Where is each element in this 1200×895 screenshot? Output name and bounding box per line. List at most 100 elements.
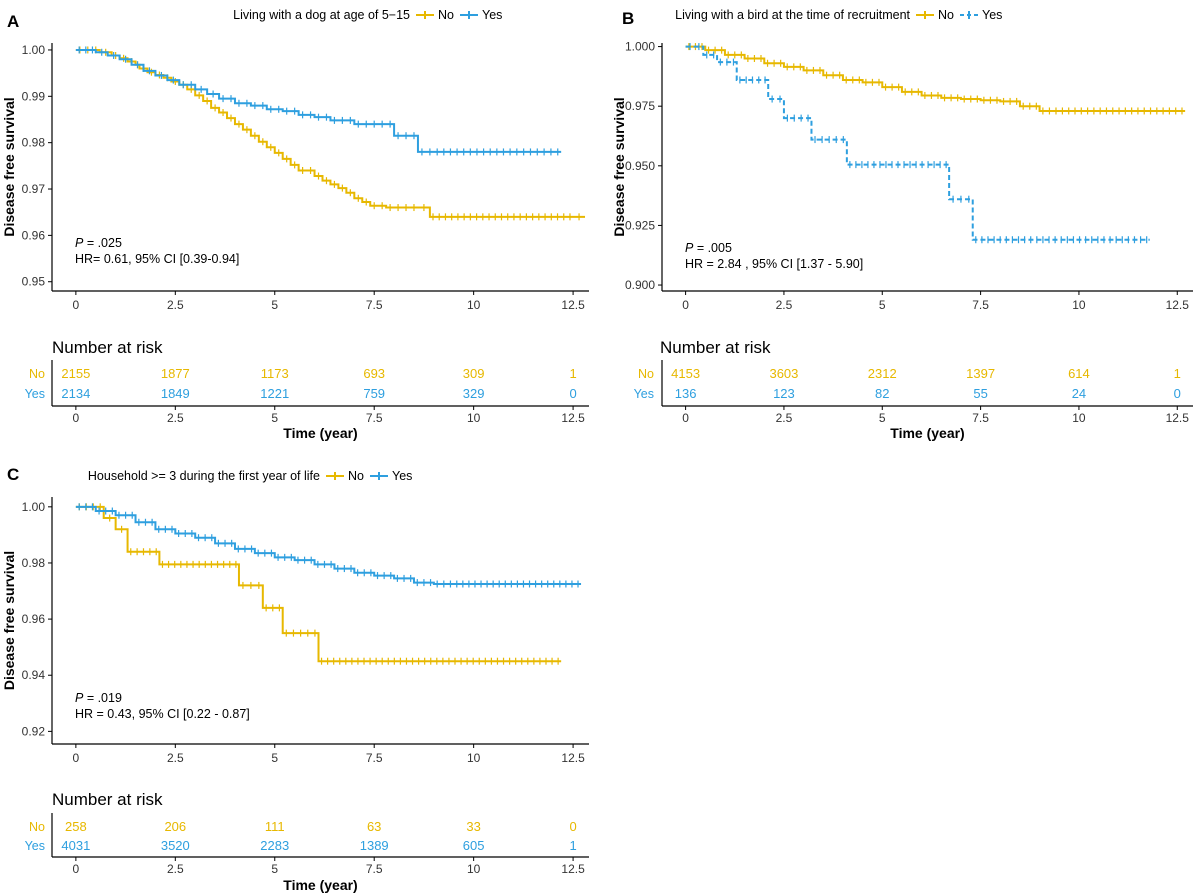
- risk-row-name: No: [638, 367, 654, 381]
- risk-table: Number at risk No 4153 3603 2312 1397 614 1 Yes 1…: [634, 338, 1193, 441]
- censor-marks-no: [78, 503, 559, 665]
- p-value-text: P = .005: [685, 241, 732, 255]
- risk-count: 0: [1174, 386, 1181, 401]
- risk-x-tick-label: 2.5: [167, 411, 184, 425]
- risk-x-tick-label: 12.5: [561, 411, 585, 425]
- risk-x-tick-label: 10: [467, 411, 481, 425]
- hazard-ratio-text: HR = 2.84 , 95% CI [1.37 - 5.90]: [685, 257, 863, 271]
- risk-x-tick-label: 7.5: [366, 862, 383, 876]
- legend: Living with a bird at the time of recrui…: [675, 8, 1002, 22]
- x-tick-label: 5: [271, 751, 278, 765]
- panel-c: C Household >= 3 during the first year of…: [1, 465, 589, 893]
- risk-table: Number at risk No 258 206 111 63 33 0 Yes 4031 352…: [25, 790, 589, 893]
- risk-table-title: Number at risk: [52, 790, 163, 809]
- y-tick-label: 0.950: [625, 159, 655, 173]
- x-tick-label: 2.5: [776, 298, 793, 312]
- risk-count: 24: [1072, 386, 1086, 401]
- p-label: P: [75, 691, 84, 705]
- risk-count: 693: [363, 366, 385, 381]
- risk-count: 2312: [868, 366, 897, 381]
- y-tick-label: 0.900: [625, 278, 655, 292]
- legend-item-label: Yes: [982, 8, 1002, 22]
- legend-item-label: Yes: [482, 8, 502, 22]
- risk-table-title: Number at risk: [52, 338, 163, 357]
- y-tick-label: 0.98: [22, 556, 46, 570]
- y-tick-label: 1.000: [625, 40, 655, 54]
- legend-item-label: No: [438, 8, 454, 22]
- risk-x-tick-label: 2.5: [776, 411, 793, 425]
- x-tick-label: 12.5: [561, 298, 585, 312]
- y-tick-label: 0.99: [22, 89, 46, 103]
- y-tick-label: 0.96: [22, 612, 46, 626]
- legend: Living with a dog at age of 5−15 No Yes: [233, 8, 502, 22]
- risk-x-tick-label: 5: [271, 411, 278, 425]
- risk-count: 55: [973, 386, 987, 401]
- risk-count: 1389: [360, 838, 389, 853]
- risk-row-name: No: [29, 820, 45, 834]
- p-label: P: [685, 241, 694, 255]
- risk-x-tick-label: 0: [73, 411, 80, 425]
- hazard-ratio-text: HR= 0.61, 95% CI [0.39-0.94]: [75, 252, 239, 266]
- y-tick-label: 1.00: [22, 500, 46, 514]
- x-tick-label: 5: [879, 298, 886, 312]
- risk-count: 111: [265, 819, 285, 834]
- risk-count: 206: [164, 819, 186, 834]
- survival-curve-yes: [75, 505, 582, 586]
- survival-curve-no: [685, 45, 1186, 112]
- risk-count: 1877: [161, 366, 190, 381]
- risk-x-tick-label: 12.5: [561, 862, 585, 876]
- panel-a: A Living with a dog at age of 5−15 No Yes 0.…: [1, 8, 589, 441]
- p-value-text: P = .025: [75, 236, 122, 250]
- y-tick-label: 0.95: [22, 275, 46, 289]
- x-tick-label: 12.5: [1166, 298, 1190, 312]
- risk-count: 123: [773, 386, 795, 401]
- legend: Household >= 3 during the first year of …: [88, 469, 413, 483]
- risk-x-tick-label: 0: [73, 862, 80, 876]
- risk-count: 3520: [161, 838, 190, 853]
- p-value: = .019: [83, 691, 122, 705]
- x-tick-label: 7.5: [366, 298, 383, 312]
- censor-marks-no: [688, 43, 1183, 115]
- y-tick-label: 0.94: [22, 668, 46, 682]
- x-tick-label: 7.5: [366, 751, 383, 765]
- risk-x-tick-label: 5: [879, 411, 886, 425]
- risk-count: 2283: [260, 838, 289, 853]
- y-tick-label: 0.925: [625, 218, 655, 232]
- risk-count: 1: [569, 838, 576, 853]
- risk-count: 329: [463, 386, 485, 401]
- y-axis-title: Disease free survival: [611, 97, 627, 236]
- risk-count: 1: [1174, 366, 1181, 381]
- risk-count: 605: [463, 838, 485, 853]
- risk-x-tick-label: 2.5: [167, 862, 184, 876]
- legend-item-label: No: [348, 469, 364, 483]
- y-axis-title: Disease free survival: [1, 97, 17, 236]
- y-axis-title: Disease free survival: [1, 551, 17, 690]
- survival-curve-yes: [685, 45, 1150, 241]
- panel-label: B: [622, 9, 634, 28]
- risk-x-axis-title: Time (year): [283, 425, 357, 441]
- risk-x-tick-label: 10: [1072, 411, 1086, 425]
- x-tick-label: 2.5: [167, 298, 184, 312]
- x-tick-label: 2.5: [167, 751, 184, 765]
- risk-x-tick-label: 12.5: [1166, 411, 1190, 425]
- risk-count: 3603: [769, 366, 798, 381]
- censor-marks-yes: [78, 46, 559, 156]
- x-tick-label: 7.5: [972, 298, 989, 312]
- risk-x-axis-title: Time (year): [890, 425, 964, 441]
- survival-curve-no: [75, 48, 586, 218]
- risk-x-tick-label: 5: [271, 862, 278, 876]
- risk-row-name: Yes: [25, 839, 45, 853]
- x-tick-label: 10: [1072, 298, 1086, 312]
- x-tick-label: 10: [467, 298, 481, 312]
- y-tick-label: 0.92: [22, 724, 46, 738]
- risk-count: 309: [463, 366, 485, 381]
- survival-curve-yes: [75, 48, 562, 153]
- risk-row-name: Yes: [634, 387, 654, 401]
- risk-x-tick-label: 10: [467, 862, 481, 876]
- censor-marks-yes: [78, 503, 579, 588]
- risk-count: 614: [1068, 366, 1090, 381]
- risk-count: 258: [65, 819, 87, 834]
- x-tick-label: 5: [271, 298, 278, 312]
- risk-row-name: No: [29, 367, 45, 381]
